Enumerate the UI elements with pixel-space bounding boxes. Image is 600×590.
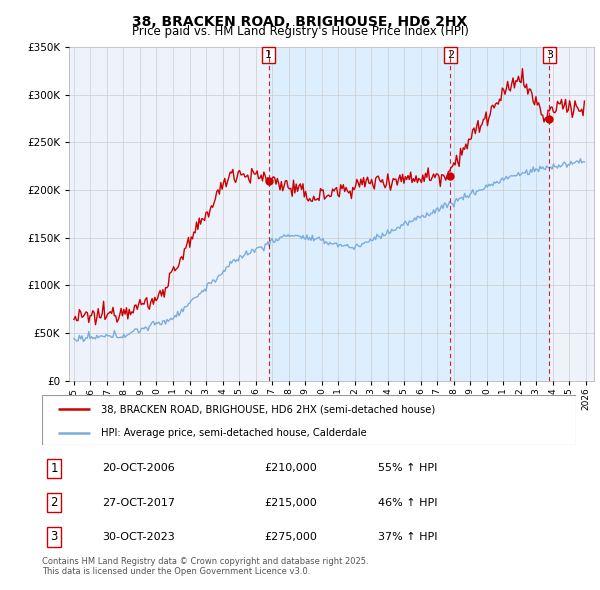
Text: 38, BRACKEN ROAD, BRIGHOUSE, HD6 2HX: 38, BRACKEN ROAD, BRIGHOUSE, HD6 2HX (133, 15, 467, 29)
Text: 1: 1 (265, 50, 272, 60)
Text: £275,000: £275,000 (264, 532, 317, 542)
Text: 37% ↑ HPI: 37% ↑ HPI (378, 532, 437, 542)
Text: 46% ↑ HPI: 46% ↑ HPI (378, 498, 437, 507)
Text: 30-OCT-2023: 30-OCT-2023 (102, 532, 175, 542)
Text: 20-OCT-2006: 20-OCT-2006 (102, 464, 175, 473)
Text: £210,000: £210,000 (264, 464, 317, 473)
Text: Price paid vs. HM Land Registry's House Price Index (HPI): Price paid vs. HM Land Registry's House … (131, 25, 469, 38)
Text: Contains HM Land Registry data © Crown copyright and database right 2025.
This d: Contains HM Land Registry data © Crown c… (42, 557, 368, 576)
Text: 38, BRACKEN ROAD, BRIGHOUSE, HD6 2HX (semi-detached house): 38, BRACKEN ROAD, BRIGHOUSE, HD6 2HX (se… (101, 404, 435, 414)
Text: HPI: Average price, semi-detached house, Calderdale: HPI: Average price, semi-detached house,… (101, 428, 367, 438)
Bar (269, 47, 549, 381)
Text: £215,000: £215,000 (264, 498, 317, 507)
Text: 55% ↑ HPI: 55% ↑ HPI (378, 464, 437, 473)
Text: 27-OCT-2017: 27-OCT-2017 (102, 498, 175, 507)
Text: 3: 3 (546, 50, 553, 60)
Text: 2: 2 (446, 50, 454, 60)
Text: 1: 1 (50, 462, 58, 475)
FancyBboxPatch shape (42, 395, 576, 445)
Text: 2: 2 (50, 496, 58, 509)
Text: 3: 3 (50, 530, 58, 543)
